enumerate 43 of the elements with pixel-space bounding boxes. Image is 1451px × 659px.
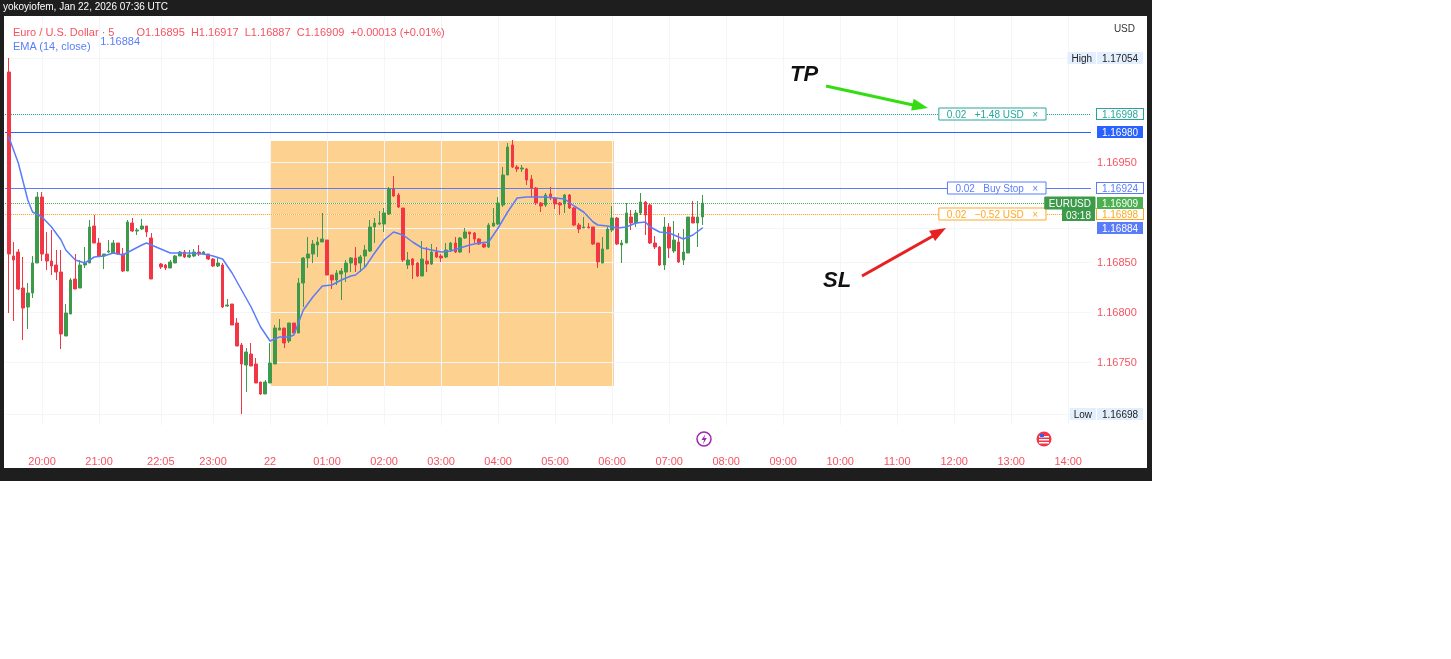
annotation: SL (823, 266, 852, 292)
x-tick-label: 14:00 (1054, 454, 1082, 467)
y-tick-label: 1.16998 (1101, 108, 1139, 120)
x-tick-label: 06:00 (598, 454, 626, 467)
x-tick-label: 20:00 (28, 454, 56, 467)
ref-line-label: 0.02 −0.52 USD × (946, 208, 1039, 220)
annotation: High (1071, 52, 1093, 64)
y-tick-label: 1.16924 (1101, 182, 1139, 194)
x-tick-label: 22:05 (147, 454, 175, 467)
x-tick-label: 21:00 (85, 454, 113, 467)
text: EURUSD (1048, 197, 1091, 209)
annotation: TP (790, 60, 819, 86)
y-tick-label: 1.16909 (1101, 197, 1139, 209)
x-tick-label: 12:00 (940, 454, 968, 467)
y-tick-label: 1.16800 (1097, 306, 1137, 318)
annotation: 03:18 (1065, 209, 1092, 221)
x-tick-label: 22 (263, 454, 277, 467)
y-tick-label: 1.16898 (1101, 208, 1139, 220)
y-tick-label: 1.16980 (1101, 126, 1139, 138)
x-tick-label: 23:00 (199, 454, 227, 467)
y-tick-label: 1.16850 (1097, 256, 1137, 268)
x-tick-label: 04:00 (484, 454, 512, 467)
x-tick-label: 11:00 (883, 454, 911, 467)
y-axis-title: USD (1113, 22, 1136, 34)
y-tick-label: 1.17054 (1101, 52, 1139, 64)
x-tick-label: 10:00 (826, 454, 854, 467)
x-tick-label: 07:00 (655, 454, 683, 467)
ref-line-label: 0.02 +1.48 USD × (946, 108, 1039, 120)
x-tick-label: 13:00 (997, 454, 1025, 467)
y-tick-label: 1.16950 (1097, 156, 1137, 168)
x-tick-label: 01:00 (313, 454, 341, 467)
x-tick-label: 05:00 (541, 454, 569, 467)
x-tick-label: 02:00 (370, 454, 398, 467)
y-tick-label: 1.16698 (1101, 408, 1139, 420)
text: yokoyiofem, Jan 22, 2026 07:36 UTC (3, 1, 169, 12)
text: EMA (14, close) (13, 39, 91, 52)
ref-line-label: 0.02 Buy Stop × (955, 182, 1039, 194)
x-tick-label: 08:00 (712, 454, 740, 467)
y-tick-label: 1.16884 (1101, 222, 1139, 234)
y-tick-label: 1.16750 (1097, 356, 1137, 368)
x-tick-label: 03:00 (427, 454, 455, 467)
annotation: Low (1073, 408, 1093, 420)
x-tick-label: 09:00 (769, 454, 797, 467)
